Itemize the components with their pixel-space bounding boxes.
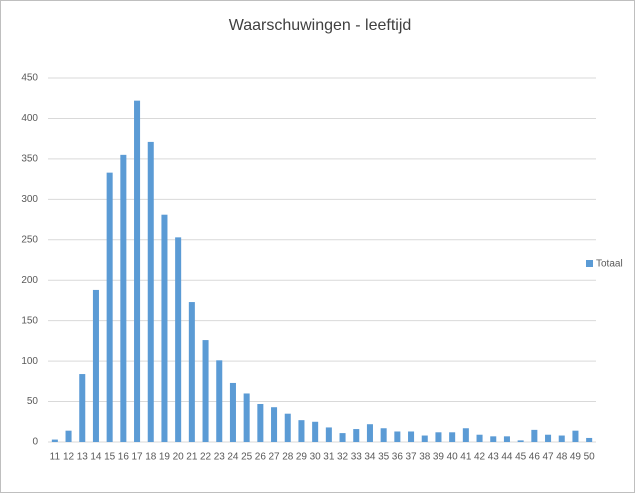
bar — [408, 431, 415, 442]
x-tick-label: 13 — [77, 452, 89, 463]
y-tick-label: 50 — [27, 396, 39, 407]
bar — [243, 393, 250, 442]
x-tick-label: 34 — [364, 452, 376, 463]
bar — [586, 437, 593, 442]
x-tick-label: 23 — [214, 452, 226, 463]
y-tick-label: 250 — [21, 234, 38, 245]
bar — [134, 100, 141, 442]
x-tick-label: 19 — [159, 452, 171, 463]
x-tick-label: 20 — [173, 452, 185, 463]
x-tick-label: 45 — [515, 452, 527, 463]
x-tick-label: 27 — [268, 452, 280, 463]
legend-label: Totaal — [596, 259, 623, 270]
y-tick-label: 200 — [21, 275, 38, 286]
x-tick-label: 26 — [255, 452, 267, 463]
bar — [421, 435, 428, 442]
bar — [257, 403, 264, 442]
bar — [202, 340, 209, 442]
bar — [503, 436, 510, 442]
bar — [188, 302, 195, 442]
bar — [216, 360, 223, 442]
x-tick-label: 14 — [90, 452, 102, 463]
bar — [120, 154, 127, 442]
bar — [476, 434, 483, 442]
x-tick-label: 29 — [296, 452, 308, 463]
bar — [490, 436, 497, 442]
bar — [558, 435, 565, 442]
bar — [545, 434, 552, 442]
x-tick-label: 48 — [556, 452, 568, 463]
bar — [353, 429, 360, 442]
x-tick-label: 21 — [186, 452, 198, 463]
bar — [175, 237, 182, 442]
bar — [312, 421, 319, 442]
y-tick-label: 100 — [21, 356, 38, 367]
x-tick-label: 44 — [501, 452, 513, 463]
y-tick-label: 450 — [21, 73, 38, 84]
bar — [79, 374, 86, 442]
x-tick-label: 24 — [227, 452, 239, 463]
y-tick-label: 300 — [21, 194, 38, 205]
x-tick-label: 36 — [392, 452, 404, 463]
bar — [92, 289, 99, 442]
x-tick-label: 41 — [460, 452, 472, 463]
x-tick-label: 11 — [50, 452, 61, 463]
bar — [517, 440, 524, 442]
x-tick-label: 15 — [104, 452, 116, 463]
y-tick-label: 150 — [21, 315, 38, 326]
bar — [339, 433, 346, 442]
x-tick-label: 12 — [63, 452, 75, 463]
bar — [366, 424, 373, 442]
bar — [298, 420, 305, 442]
x-tick-label: 42 — [474, 452, 486, 463]
y-tick-label: 350 — [21, 154, 38, 165]
y-tick-label: 400 — [21, 113, 38, 124]
bar — [65, 430, 72, 442]
x-tick-label: 16 — [118, 452, 130, 463]
x-tick-label: 32 — [337, 452, 349, 463]
x-tick-label: 38 — [419, 452, 431, 463]
bar — [449, 432, 456, 442]
x-tick-label: 31 — [323, 452, 335, 463]
bar — [531, 429, 538, 442]
x-tick-label: 40 — [447, 452, 459, 463]
bar — [271, 407, 278, 442]
x-tick-label: 25 — [241, 452, 253, 463]
bar — [284, 413, 291, 442]
bar — [394, 431, 401, 442]
x-tick-label: 49 — [570, 452, 582, 463]
bar — [161, 214, 168, 442]
x-tick-label: 37 — [405, 452, 417, 463]
bar — [380, 428, 387, 442]
x-tick-label: 30 — [310, 452, 322, 463]
x-tick-label: 28 — [282, 452, 294, 463]
y-tick-label: 0 — [32, 437, 38, 448]
bar — [325, 427, 332, 442]
bar — [462, 428, 469, 442]
x-tick-label: 39 — [433, 452, 445, 463]
x-tick-label: 33 — [351, 452, 363, 463]
x-tick-label: 18 — [145, 452, 157, 463]
x-tick-label: 35 — [378, 452, 390, 463]
bar — [572, 430, 579, 442]
x-tick-label: 50 — [584, 452, 596, 463]
x-tick-label: 22 — [200, 452, 212, 463]
bar — [51, 439, 58, 442]
bar — [229, 382, 236, 442]
x-tick-label: 17 — [131, 452, 143, 463]
bar — [147, 141, 154, 442]
bar — [435, 432, 442, 442]
chart-title: Waarschuwingen - leeftijd — [229, 17, 412, 34]
x-tick-label: 43 — [488, 452, 500, 463]
legend-swatch — [586, 260, 593, 267]
bar — [106, 172, 113, 442]
x-tick-label: 47 — [542, 452, 554, 463]
x-tick-label: 46 — [529, 452, 541, 463]
